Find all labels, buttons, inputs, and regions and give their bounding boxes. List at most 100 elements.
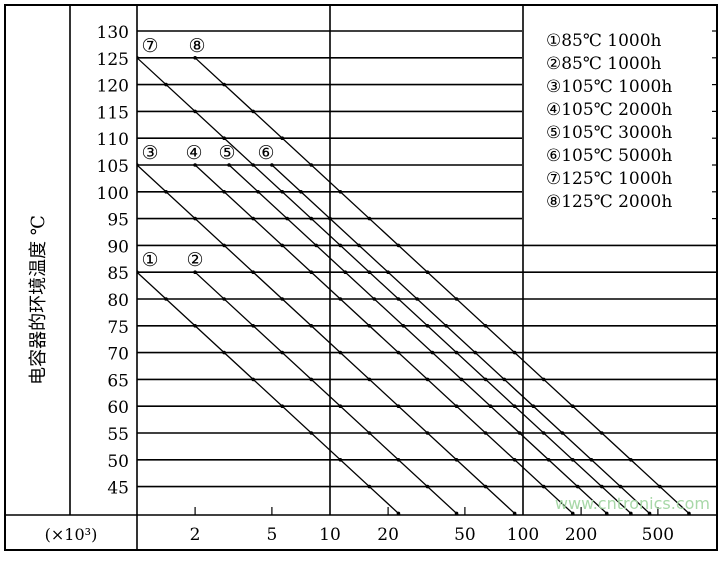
data-point — [357, 243, 361, 248]
data-point — [570, 458, 575, 462]
x-tick-label: 500 — [642, 525, 674, 545]
data-point — [137, 56, 139, 60]
series-line-8 — [194, 57, 692, 515]
data-point — [251, 270, 255, 275]
data-point — [629, 511, 633, 515]
x-tick-label: 100 — [507, 525, 539, 545]
data-point — [483, 324, 488, 328]
data-point — [454, 350, 459, 355]
data-point — [488, 404, 493, 409]
data-point — [546, 458, 551, 462]
data-point — [599, 484, 604, 489]
data-point — [338, 404, 343, 409]
data-point — [280, 350, 285, 355]
data-point — [251, 324, 255, 328]
data-point — [193, 56, 197, 60]
data-point — [328, 216, 332, 221]
data-point — [454, 297, 459, 301]
data-point — [541, 484, 546, 489]
data-point — [459, 377, 464, 382]
series-line-6 — [271, 164, 653, 515]
series-line-5 — [228, 164, 610, 515]
series-marker-7: ⑦ — [141, 35, 158, 57]
data-point — [227, 163, 231, 167]
x-tick-label: 10 — [319, 525, 341, 545]
data-point — [396, 458, 401, 462]
data-point — [309, 216, 314, 221]
legend-entry: ①85℃ 1000h — [546, 31, 662, 51]
data-point — [570, 404, 575, 409]
data-point — [193, 216, 197, 221]
data-point — [415, 297, 419, 301]
data-point — [444, 324, 448, 328]
data-point — [575, 484, 580, 489]
data-point — [309, 324, 314, 328]
y-tick-label: 125 — [97, 50, 129, 70]
data-point — [658, 484, 662, 489]
data-point — [222, 350, 226, 355]
data-point — [560, 431, 565, 435]
data-point — [396, 350, 401, 355]
y-tick-label: 85 — [107, 264, 129, 284]
data-point — [338, 297, 343, 301]
data-point — [386, 270, 390, 275]
series-marker-5: ⑤ — [218, 142, 235, 164]
data-point — [367, 377, 372, 382]
data-point — [396, 297, 401, 301]
data-point — [396, 243, 401, 248]
chart-frame — [4, 4, 718, 551]
legend-entry: ⑤105℃ 3000h — [546, 123, 672, 143]
y-axis-label: 电容器的环境温度 ℃ — [28, 215, 49, 385]
y-tick-label: 110 — [97, 130, 129, 150]
data-point — [396, 404, 401, 409]
data-point — [222, 190, 226, 194]
data-point — [309, 431, 314, 435]
y-tick-label: 130 — [97, 23, 129, 43]
data-point — [338, 243, 343, 248]
legend-entry: ③105℃ 1000h — [546, 77, 672, 97]
legend-entry: ④105℃ 2000h — [546, 100, 672, 120]
series-group — [137, 56, 692, 515]
data-point — [401, 324, 406, 328]
watermark: www.cntronics.com — [555, 494, 710, 513]
data-point — [193, 163, 197, 167]
data-point — [372, 297, 377, 301]
data-point — [517, 431, 522, 435]
data-point — [338, 190, 343, 194]
data-point — [367, 270, 372, 275]
data-point — [589, 458, 594, 462]
y-tick-label: 100 — [97, 184, 129, 204]
data-point — [367, 324, 372, 328]
data-point — [222, 243, 226, 248]
y-tick-label: 115 — [97, 103, 129, 123]
y-tick-label: 50 — [107, 452, 129, 472]
data-point — [338, 458, 343, 462]
data-point — [425, 324, 430, 328]
data-point — [280, 190, 285, 194]
data-point — [343, 270, 348, 275]
data-point — [137, 270, 139, 274]
series-marker-4: ④ — [185, 142, 202, 164]
data-point — [270, 163, 274, 167]
data-point — [618, 484, 623, 489]
x-tick-label: 200 — [565, 525, 597, 545]
data-point — [251, 163, 255, 167]
data-point — [483, 377, 488, 382]
x-tick-label: 20 — [377, 525, 399, 545]
data-point — [502, 377, 507, 382]
data-point — [280, 136, 285, 140]
data-point — [222, 82, 226, 87]
x-tick-label: 5 — [266, 525, 277, 545]
legend-entry: ⑥105℃ 5000h — [546, 146, 672, 166]
data-point — [193, 270, 197, 275]
data-point — [629, 458, 633, 462]
data-point — [604, 511, 609, 515]
data-point — [164, 82, 168, 87]
data-point — [193, 109, 197, 114]
y-tick-label: 45 — [107, 479, 129, 499]
y-tick-label: 70 — [107, 345, 129, 365]
y-tick-label: 65 — [107, 371, 129, 391]
x-tick-label: 2 — [190, 525, 201, 545]
data-point — [425, 270, 430, 275]
